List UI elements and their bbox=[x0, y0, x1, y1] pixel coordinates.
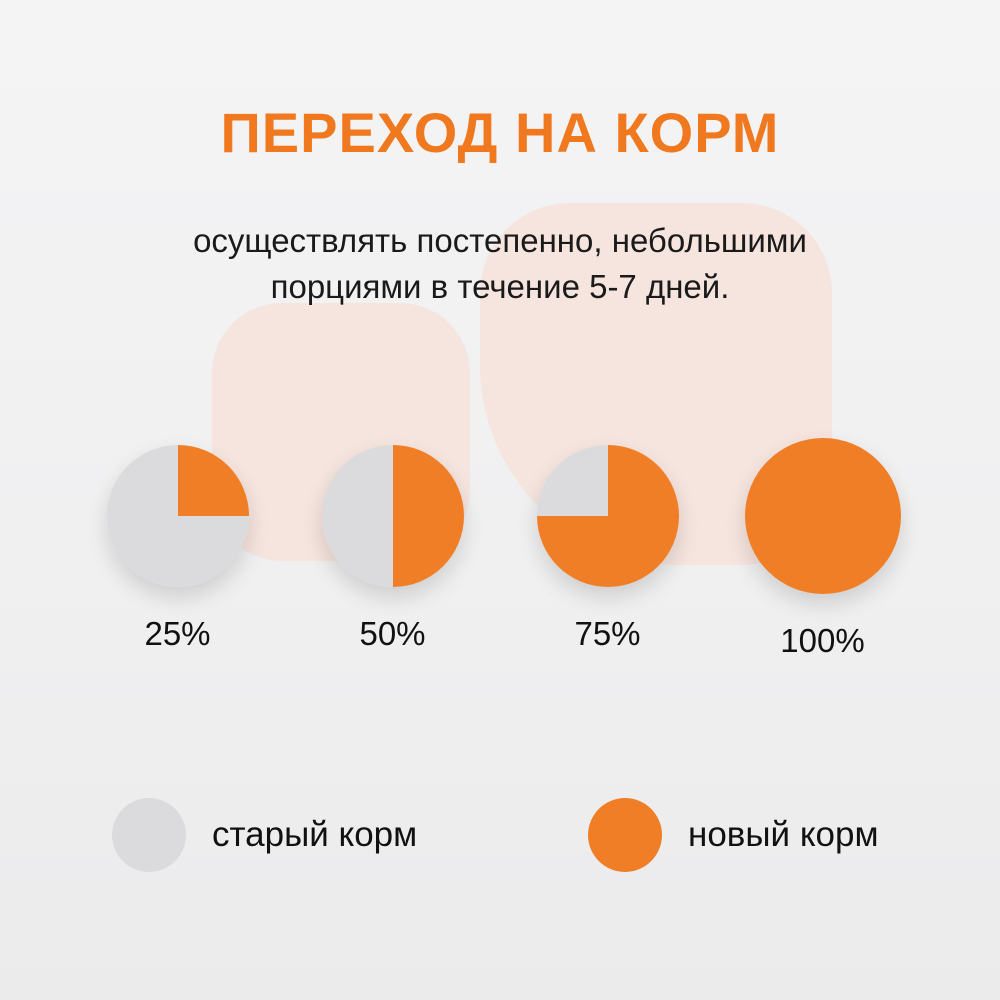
old-food-swatch bbox=[112, 798, 186, 872]
pie-label-50: 50% bbox=[359, 615, 426, 652]
pie-chart-75 bbox=[536, 445, 679, 587]
pie-group-25: 25% bbox=[70, 445, 285, 660]
new-food-swatch bbox=[588, 798, 662, 872]
pie-group-75: 75% bbox=[500, 445, 715, 660]
subtitle-line-2: порциями в течение 5-7 дней. bbox=[270, 267, 730, 305]
legend-item-old-food: старый корм bbox=[112, 798, 417, 872]
legend: старый корм новый корм bbox=[0, 798, 1000, 878]
pie-chart-100 bbox=[744, 438, 901, 594]
subtitle-line-1: осуществлять постепенно, небольшими bbox=[193, 222, 807, 259]
pie-group-50: 50% bbox=[285, 445, 500, 660]
new-food-label: новый корм bbox=[688, 815, 879, 854]
pie-label-25: 25% bbox=[144, 615, 211, 652]
pie-label-100: 100% bbox=[780, 622, 865, 659]
legend-item-new-food: новый корм bbox=[588, 798, 879, 872]
pie-chart-row: 25% 50% 75% 100% bbox=[70, 438, 930, 660]
old-food-label: старый корм bbox=[212, 815, 418, 854]
pie-chart-50 bbox=[321, 445, 464, 587]
subtitle: осуществлять постепенно, небольшими порц… bbox=[0, 218, 1000, 309]
page-title: ПЕРЕХОД НА КОРМ bbox=[220, 101, 780, 164]
pie-group-100: 100% bbox=[715, 438, 930, 660]
pie-label-75: 75% bbox=[574, 615, 641, 652]
pie-chart-25 bbox=[106, 445, 249, 587]
